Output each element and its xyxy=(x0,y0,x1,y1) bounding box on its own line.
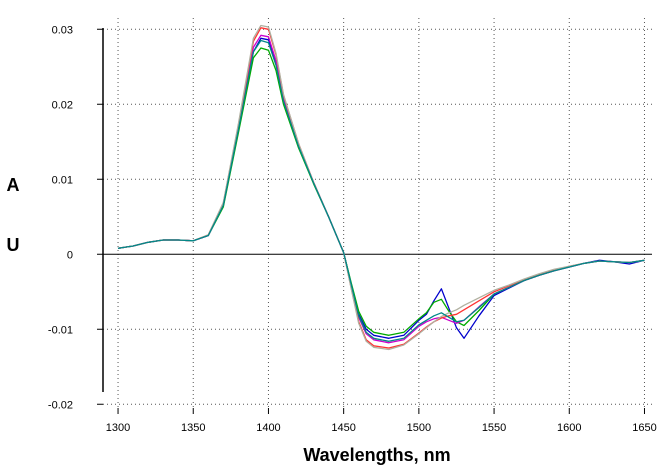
y-tick-label-4: 0.02 xyxy=(52,99,73,111)
x-tick-label-0: 1300 xyxy=(106,422,130,434)
x-tick-label-3: 1450 xyxy=(331,422,355,434)
y-tick-label-2: 0 xyxy=(67,249,73,261)
x-tick-label-2: 1400 xyxy=(256,422,280,434)
series-line-1 xyxy=(117,47,645,336)
x-ticks: 1300 1350 1400 1450 1500 1550 1600 1650 xyxy=(106,408,657,434)
y-tick-label-1: -0.01 xyxy=(48,324,73,336)
series-line-3 xyxy=(117,27,645,349)
x-tick-label-1: 1350 xyxy=(181,422,205,434)
series-line-4 xyxy=(117,24,645,351)
x-tick-label-6: 1600 xyxy=(557,422,581,434)
x-axis-title: Wavelengths, nm xyxy=(303,445,450,465)
x-tick-label-4: 1500 xyxy=(407,422,431,434)
y-tick-label-5: 0.03 xyxy=(52,24,73,36)
y-tick-label-3: 0.01 xyxy=(52,174,73,186)
series-line-0 xyxy=(117,37,645,339)
x-tick-label-5: 1550 xyxy=(482,422,506,434)
x-tick-label-7: 1650 xyxy=(632,422,656,434)
y-ticks: -0.02 -0.01 0 0.01 0.02 0.03 xyxy=(48,24,103,411)
series-group xyxy=(117,24,645,351)
series-line-2 xyxy=(117,34,645,344)
series-line-5 xyxy=(117,39,645,342)
y-axis-title-letter-a: A xyxy=(7,175,20,195)
y-tick-label-0: -0.02 xyxy=(48,399,73,411)
y-axis-title-letter-u: U xyxy=(7,235,20,255)
grid-lines xyxy=(103,18,652,408)
